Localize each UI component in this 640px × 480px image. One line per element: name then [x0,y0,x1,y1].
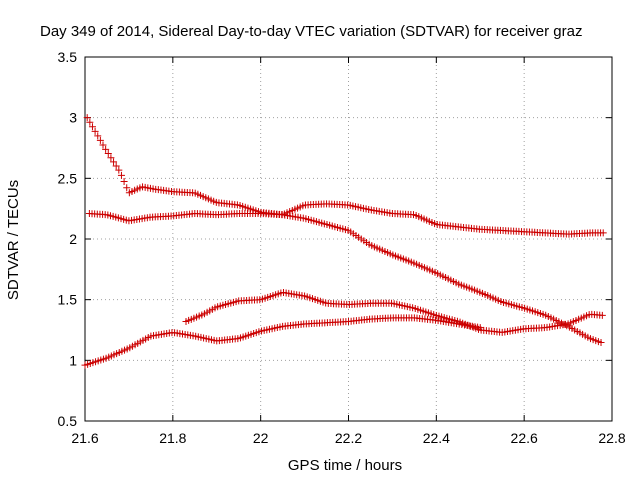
data-point [110,158,118,166]
data-point [117,171,125,179]
data-point [104,150,112,158]
grid [85,57,612,421]
y-axis-label: SDTVAR / TECUs [5,180,22,300]
y-tick-label: 2.5 [58,170,78,186]
plot-frame [84,56,613,422]
data-point [86,118,94,126]
chart-title: Day 349 of 2014, Sidereal Day-to-day VTE… [40,23,582,40]
data-point [96,136,104,144]
y-tick-label: 1 [69,352,77,368]
axis-ticks: 21.6 21.8 22 22.2 22.4 22.6 22.8 0.5 1 1.5 2 2.5 3 3.… [58,49,626,446]
data-point [88,123,96,131]
x-tick-label: 21.8 [159,430,186,446]
data-point [598,311,606,319]
data-point [115,166,123,174]
x-tick-label: 22.2 [335,430,362,446]
data-point [597,339,605,347]
data-point [91,127,99,135]
series-track-2 [85,200,607,238]
data-point [102,145,110,153]
x-tick-label: 22.8 [598,430,625,446]
x-axis-label: GPS time / hours [288,457,402,474]
data-points [81,114,607,369]
data-point [120,178,128,186]
data-point [83,114,91,122]
data-point [94,132,102,140]
x-tick-label: 22.6 [511,430,538,446]
y-tick-label: 2 [69,231,77,247]
data-point [599,229,607,237]
data-point [123,184,131,192]
x-tick-label: 22 [253,430,269,446]
data-point [107,154,115,162]
y-tick-label: 0.5 [58,413,78,429]
y-tick-label: 3.5 [58,49,78,65]
data-point [112,162,120,170]
x-tick-label: 22.4 [423,430,450,446]
series-track-4 [182,289,606,336]
y-tick-label: 1.5 [58,292,78,308]
data-point [99,141,107,149]
y-tick-label: 3 [69,110,77,126]
x-tick-label: 21.6 [71,430,98,446]
